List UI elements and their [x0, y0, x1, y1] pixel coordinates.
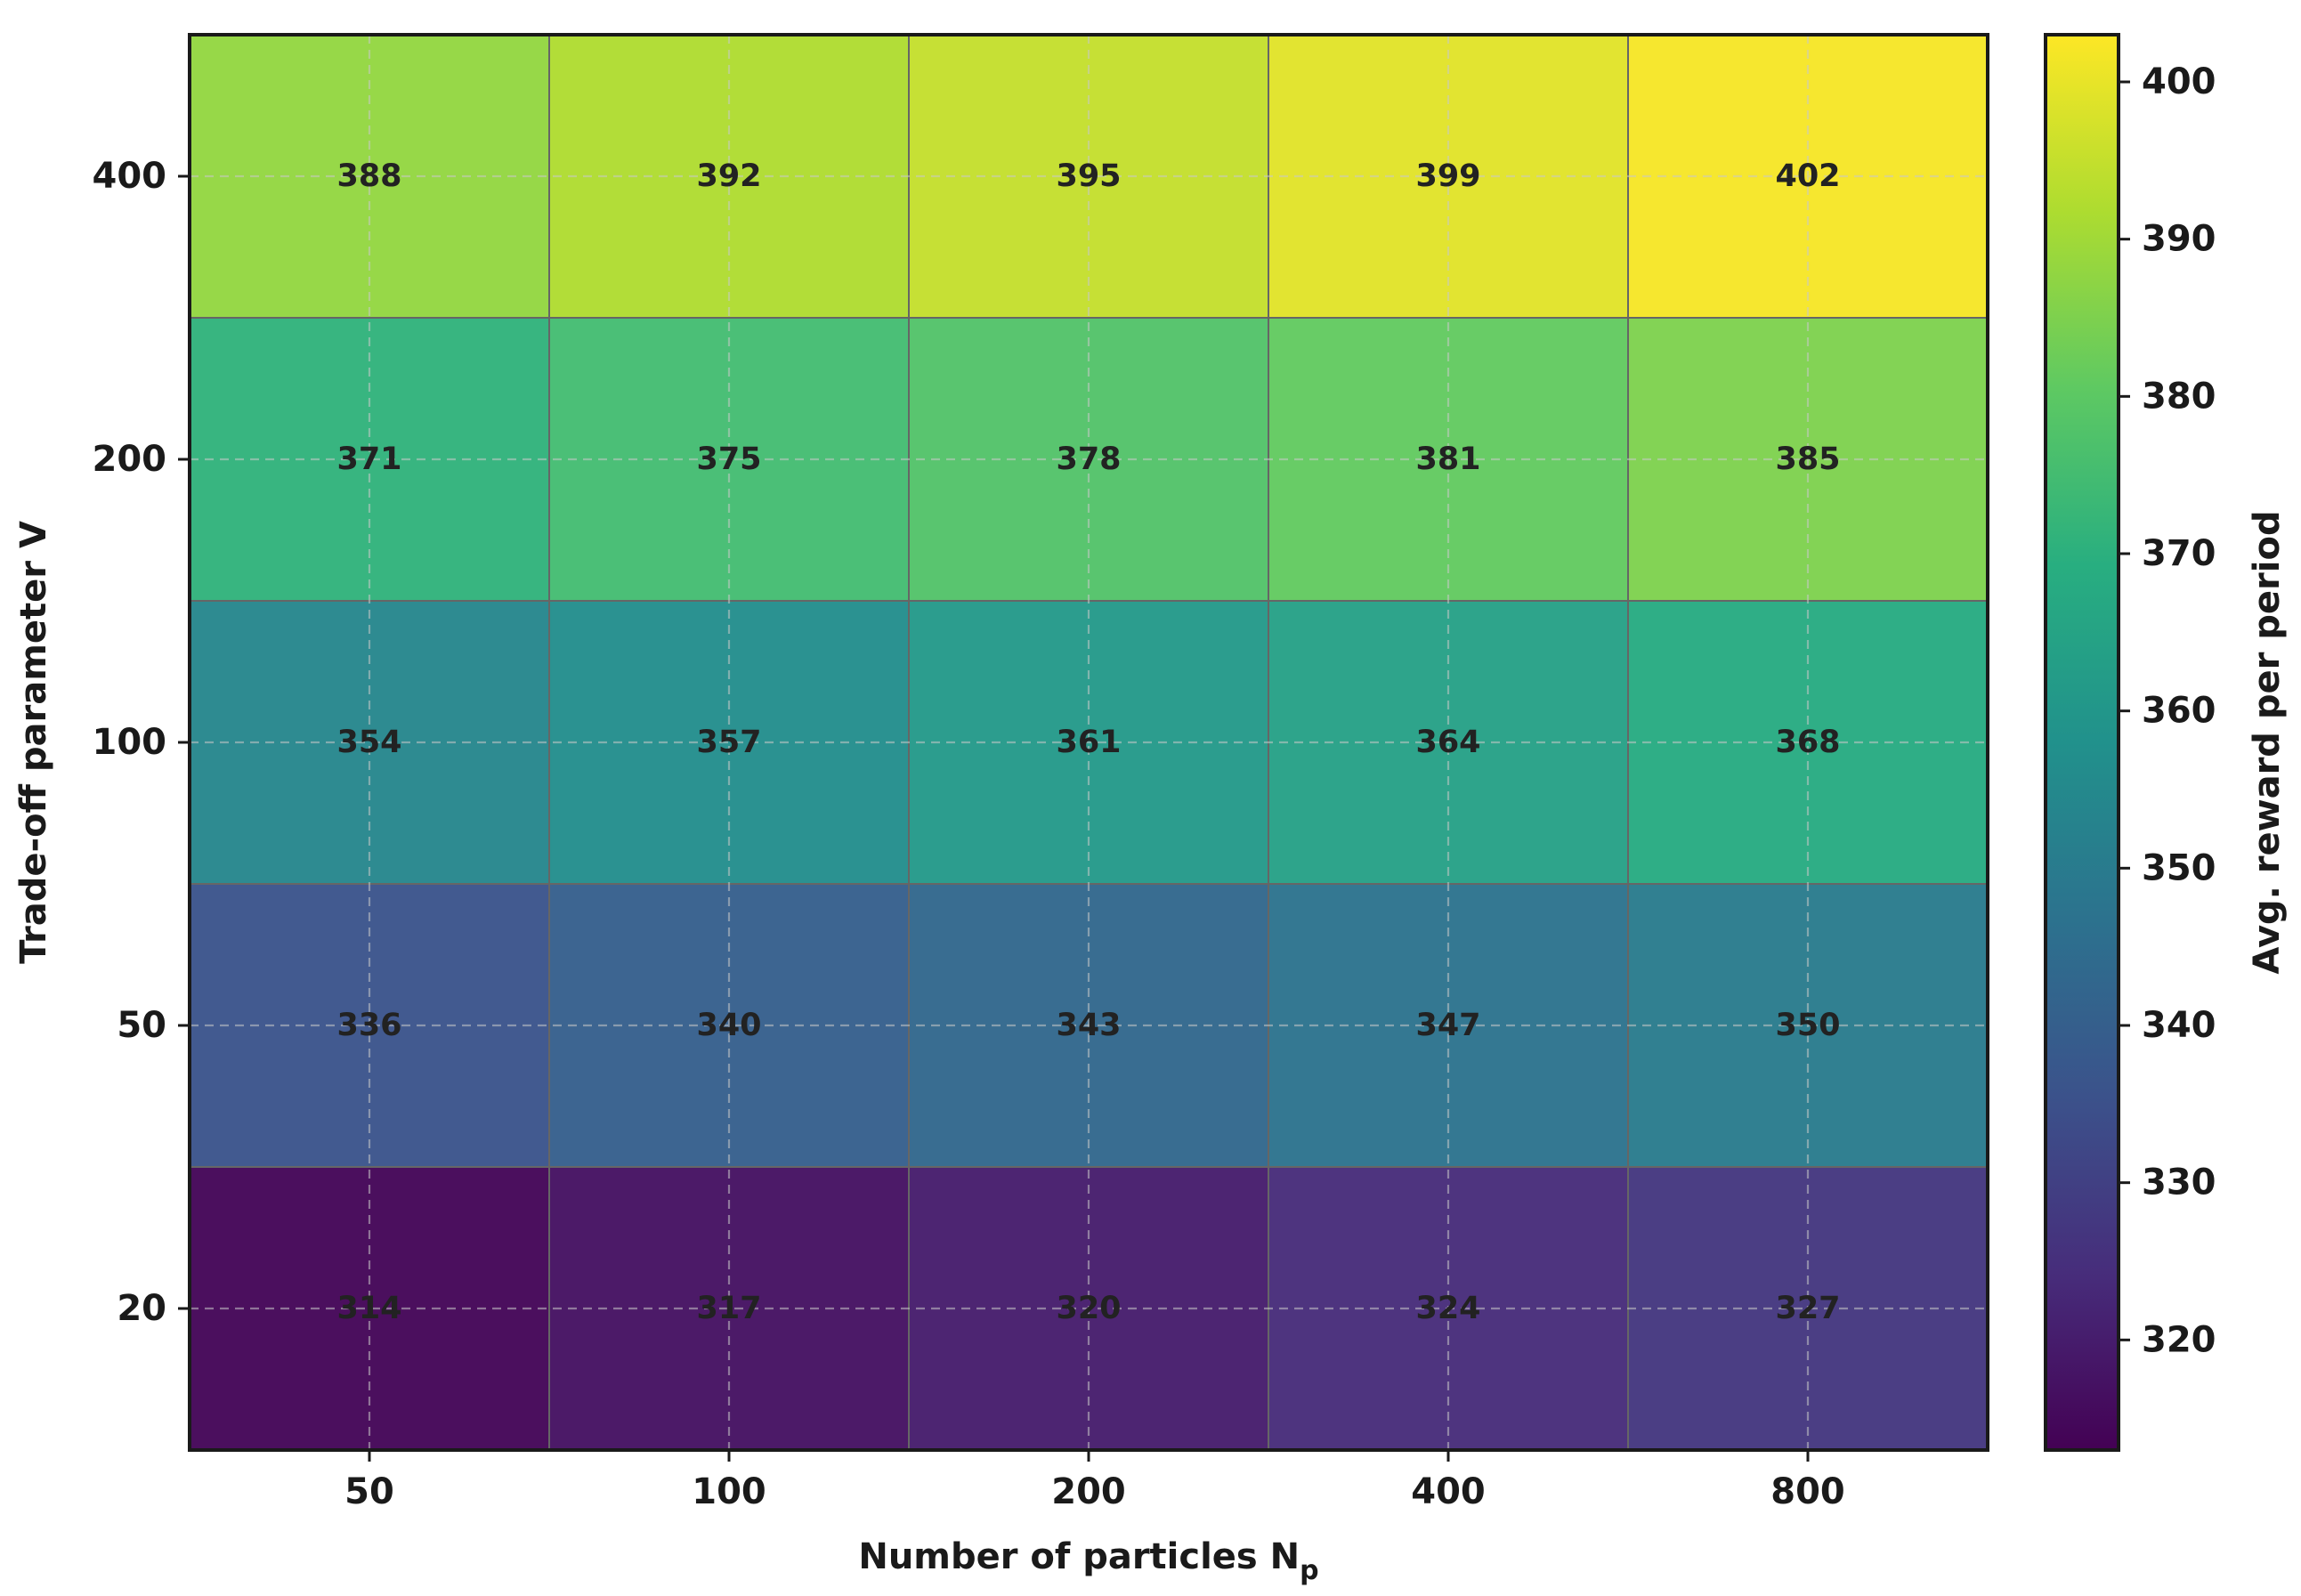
cell-value-label: 324: [1415, 1291, 1480, 1326]
x-tick-label: 400: [1411, 1471, 1486, 1512]
cell-value-label: 375: [696, 442, 761, 477]
cell-value-label: 336: [336, 1008, 401, 1043]
x-axis-label: Number of particles Np: [858, 1536, 1318, 1586]
colorbar-ticks: 320 330 340 350 360 370 380 390 400: [2119, 61, 2216, 1360]
x-axis-ticks: 50 100 200 400 800: [344, 1450, 1845, 1512]
cell-value-label: 320: [1056, 1291, 1121, 1326]
cell-value-label: 317: [696, 1291, 761, 1326]
cell-value-label: 347: [1415, 1008, 1480, 1043]
y-tick-label: 400: [93, 156, 167, 197]
cell-value-label: 340: [696, 1008, 761, 1043]
colorbar-tick-label: 320: [2142, 1319, 2216, 1360]
cell-value-label: 388: [336, 158, 401, 194]
colorbar-gradient: [2044, 33, 2120, 1452]
x-axis-label-text: Number of particles N: [858, 1536, 1300, 1577]
y-tick-label: 100: [93, 722, 167, 763]
colorbar-tick-label: 400: [2142, 61, 2216, 102]
colorbar-tick-label: 360: [2142, 691, 2216, 732]
x-tick-label: 100: [692, 1471, 766, 1512]
y-tick-label: 20: [117, 1288, 166, 1329]
cell-value-label: 399: [1415, 158, 1480, 194]
colorbar-tick-label: 350: [2142, 847, 2216, 888]
x-tick-label: 50: [344, 1471, 394, 1512]
y-tick-label: 200: [93, 439, 167, 480]
colorbar-tick-label: 340: [2142, 1005, 2216, 1046]
cell-value-label: 368: [1775, 725, 1840, 760]
cell-value-label: 392: [696, 158, 761, 194]
y-axis-label: Trade-off parameter V: [13, 521, 54, 964]
cell-value-label: 381: [1415, 442, 1480, 477]
cell-value-label: 371: [336, 442, 401, 477]
cell-value-label: 343: [1056, 1008, 1121, 1043]
cell-value-label: 314: [336, 1291, 401, 1326]
gridlines: [190, 35, 1988, 1450]
x-tick-label: 200: [1051, 1471, 1126, 1512]
cell-value-label: 327: [1775, 1291, 1840, 1326]
cell-value-labels: 388 392 395 399 402 371 375 378 381 385 354 357 361 3…: [336, 158, 1840, 1326]
x-axis-label-subscript: p: [1300, 1555, 1318, 1586]
x-tick-label: 800: [1770, 1471, 1845, 1512]
colorbar-label: Avg. reward per period: [2247, 510, 2288, 974]
cell-value-label: 402: [1775, 158, 1840, 194]
cell-value-label: 350: [1775, 1008, 1840, 1043]
cell-value-label: 364: [1415, 725, 1480, 760]
y-axis-ticks: 400 200 100 50 20: [93, 156, 190, 1329]
cell-value-label: 354: [336, 725, 401, 760]
cell-value-label: 395: [1056, 158, 1121, 194]
colorbar-tick-label: 330: [2142, 1163, 2216, 1203]
cell-value-label: 385: [1775, 442, 1840, 477]
cell-value-label: 378: [1056, 442, 1121, 477]
colorbar-tick-label: 380: [2142, 376, 2216, 417]
colorbar-tick-label: 370: [2142, 533, 2216, 574]
cell-value-label: 361: [1056, 725, 1121, 760]
colorbar-tick-label: 390: [2142, 219, 2216, 260]
cell-value-label: 357: [696, 725, 761, 760]
y-tick-label: 50: [117, 1005, 166, 1046]
